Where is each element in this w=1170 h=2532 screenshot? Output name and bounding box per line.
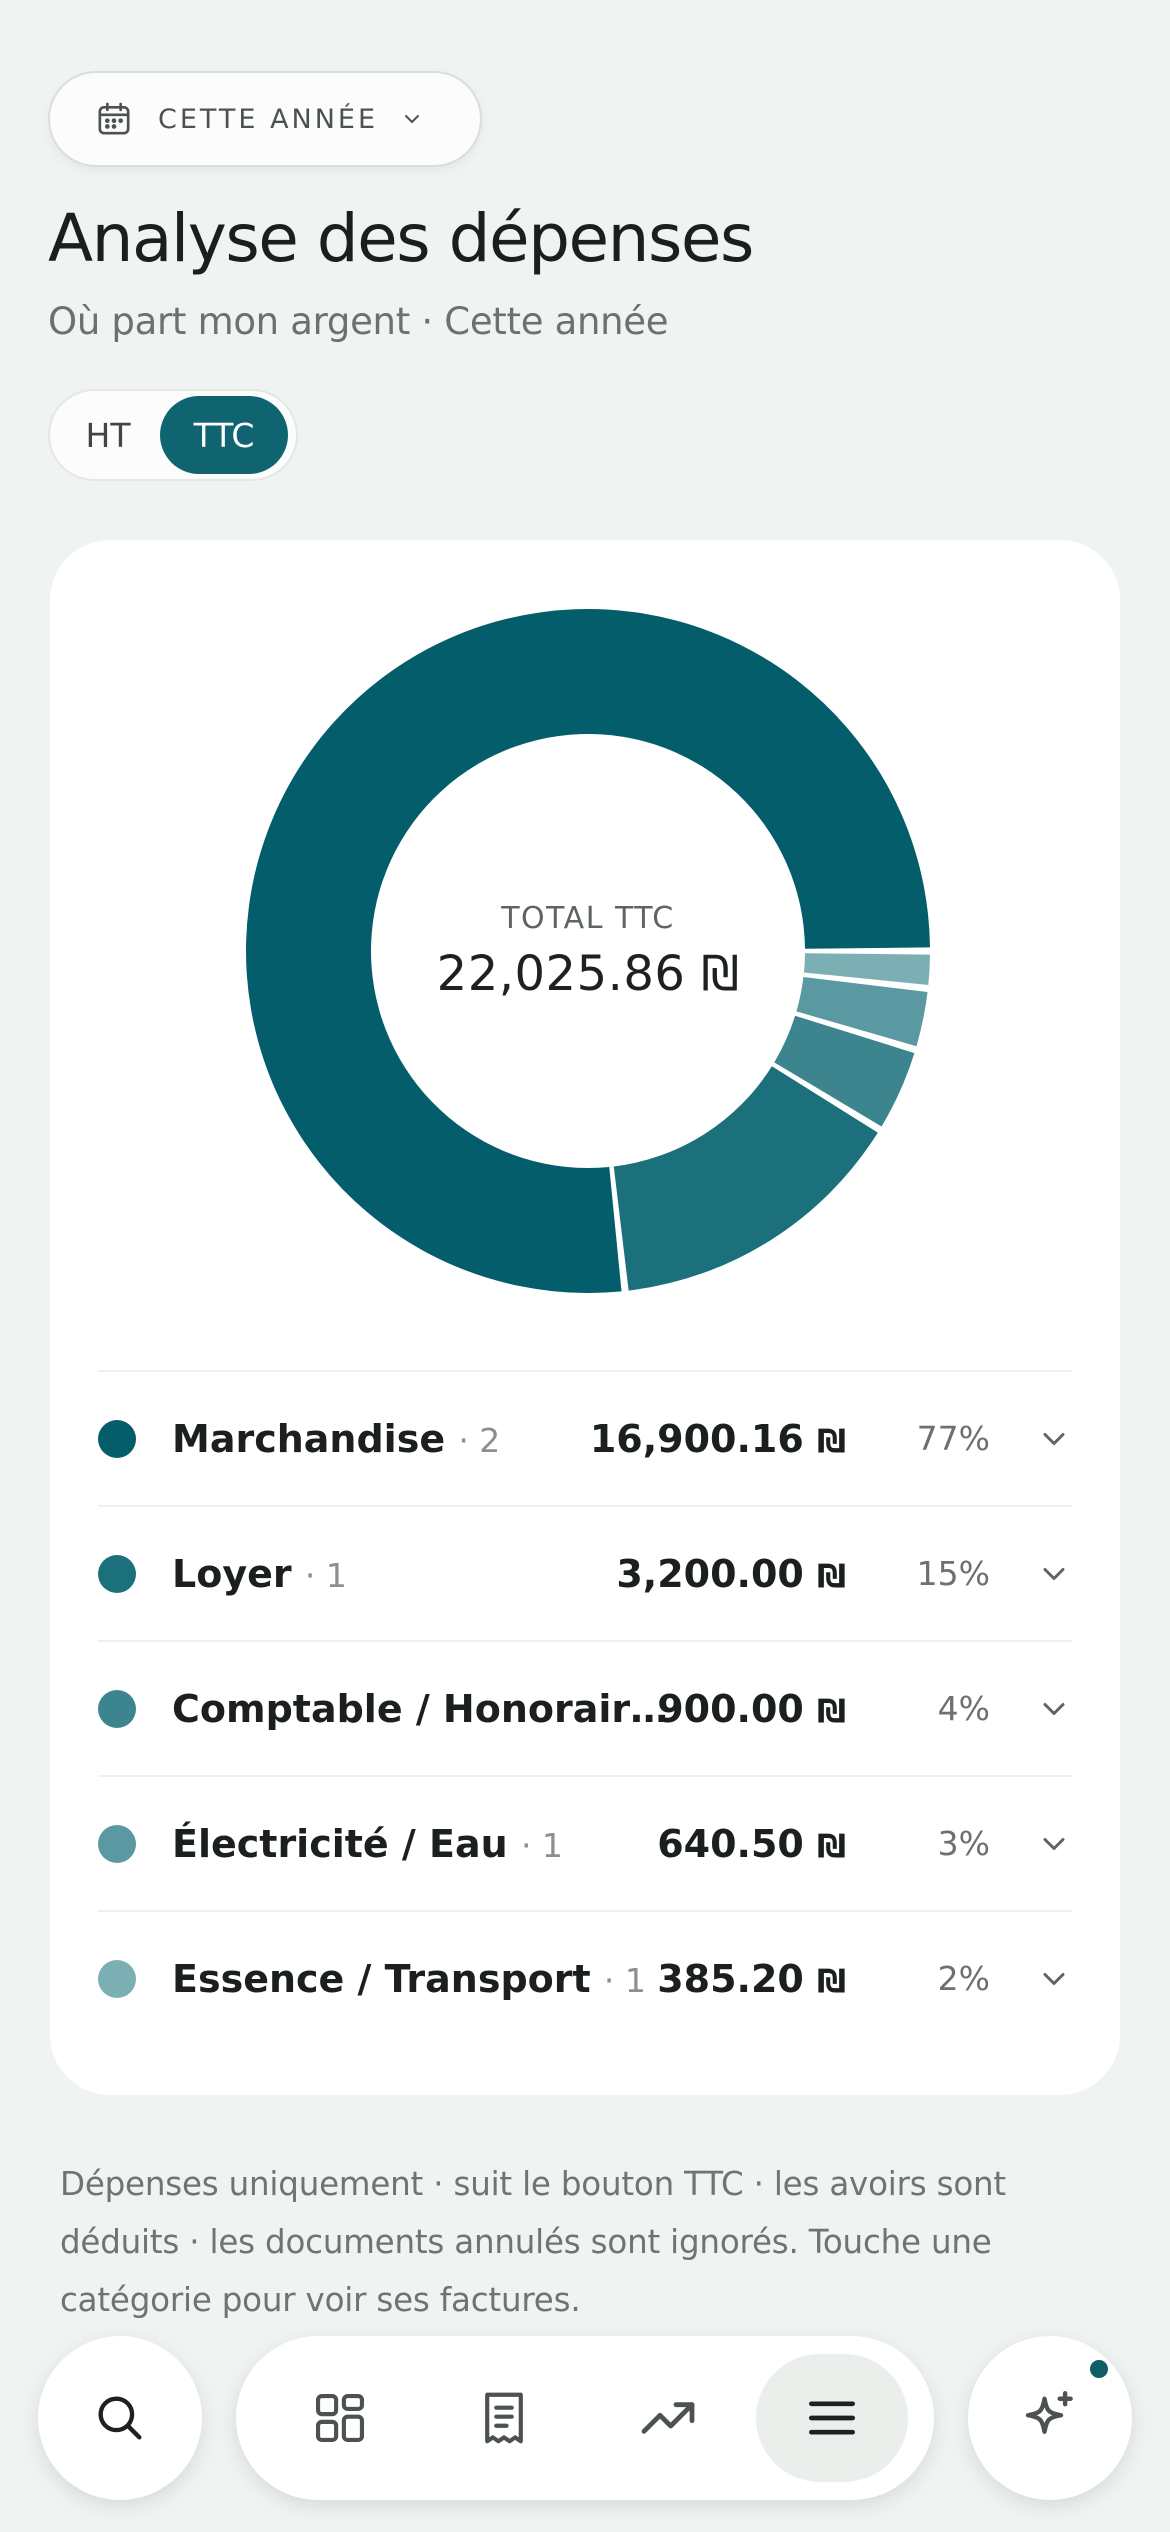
chevron-down-icon[interactable]: [1036, 1556, 1072, 1592]
donut-center: TOTAL TTC 22,025.86 ₪: [243, 606, 933, 1296]
donut-slice-1[interactable]: [245, 609, 930, 1293]
category-name: Loyer · 1: [172, 1551, 347, 1596]
category-color-dot: [98, 1419, 136, 1458]
ai-assistant-button[interactable]: [968, 2336, 1132, 2500]
category-name: Essence / Transport · 1: [172, 1956, 646, 2001]
chevron-down-icon[interactable]: [1036, 1826, 1072, 1862]
chevron-down-icon[interactable]: [1036, 1961, 1072, 1997]
total-amount: 22,025.86 ₪: [436, 945, 740, 1002]
category-name: Comptable / Honorair…: [172, 1686, 669, 1731]
category-percent: 4%: [937, 1689, 990, 1728]
category-row-essence[interactable]: Essence / Transport · 1 385.20 ₪ 2%: [98, 1910, 1072, 2045]
toggle-ttc[interactable]: TTC: [160, 396, 288, 474]
tax-mode-toggle: HT TTC: [48, 389, 298, 481]
donut-slice-3[interactable]: [774, 1015, 915, 1127]
footnote: Dépenses uniquement · suit le bouton TTC…: [60, 2165, 1006, 2319]
category-color-dot: [98, 1689, 136, 1728]
trending-up-icon: [641, 2402, 695, 2434]
category-color-dot: [98, 1824, 136, 1863]
category-percent: 3%: [937, 1824, 990, 1863]
total-caption: TOTAL TTC: [501, 900, 675, 936]
nav-dashboard[interactable]: [264, 2354, 416, 2482]
nav-analytics[interactable]: [592, 2354, 744, 2482]
category-amount: 16,900.16 ₪: [589, 1416, 846, 1461]
receipt-icon: [485, 2392, 523, 2444]
bottom-nav: [236, 2336, 934, 2500]
nav-receipts[interactable]: [428, 2354, 580, 2482]
category-row-electricite[interactable]: Électricité / Eau · 1 640.50 ₪ 3%: [98, 1775, 1072, 1910]
page-title: Analyse des dépenses: [48, 200, 754, 277]
donut-chart: TOTAL TTC 22,025.86 ₪: [243, 606, 933, 1296]
dashboard-grid-icon: [315, 2393, 365, 2443]
period-label: CETTE ANNÉE: [158, 103, 379, 135]
category-name: Électricité / Eau · 1: [172, 1821, 563, 1866]
category-name: Marchandise · 2: [172, 1416, 501, 1461]
category-percent: 77%: [916, 1419, 990, 1458]
donut-slice-4[interactable]: [796, 977, 928, 1047]
donut-slice-2[interactable]: [613, 1066, 878, 1291]
category-amount: 640.50 ₪: [657, 1821, 846, 1866]
category-percent: 15%: [916, 1554, 990, 1593]
category-amount: 900.00 ₪: [657, 1686, 846, 1731]
chevron-down-icon[interactable]: [1036, 1691, 1072, 1727]
search-icon: [98, 2396, 142, 2440]
period-selector[interactable]: CETTE ANNÉE: [48, 71, 482, 167]
page-subtitle: Où part mon argent · Cette année: [48, 300, 669, 343]
calendar-icon: [98, 102, 130, 135]
toggle-ht[interactable]: HT: [85, 415, 131, 455]
sparkle-ai-icon: [1025, 2391, 1073, 2434]
donut-svg: [245, 609, 930, 1293]
category-count: · 2: [458, 1420, 501, 1460]
chevron-down-icon[interactable]: [1036, 1421, 1072, 1457]
donut-slice-5[interactable]: [803, 953, 930, 985]
category-amount: 385.20 ₪: [657, 1956, 846, 2001]
menu-icon: [809, 2401, 855, 2435]
category-count: · 1: [304, 1555, 347, 1595]
category-row-marchandise[interactable]: Marchandise · 2 16,900.16 ₪ 77%: [98, 1370, 1072, 1505]
search-button[interactable]: [38, 2336, 202, 2500]
expense-breakdown-card: TOTAL TTC 22,025.86 ₪ Marchandise · 2 16…: [50, 540, 1120, 2095]
category-color-dot: [98, 1554, 136, 1593]
chevron-down-icon: [405, 115, 420, 123]
category-amount: 3,200.00 ₪: [616, 1551, 846, 1596]
category-color-dot: [98, 1959, 136, 1998]
category-count: · 1: [603, 1960, 646, 2000]
nav-menu[interactable]: [756, 2354, 908, 2482]
category-row-comptable[interactable]: Comptable / Honorair… 900.00 ₪ 4%: [98, 1640, 1072, 1775]
category-row-loyer[interactable]: Loyer · 1 3,200.00 ₪ 15%: [98, 1505, 1072, 1640]
category-count: · 1: [520, 1825, 563, 1865]
notification-dot: [1090, 2360, 1108, 2378]
category-percent: 2%: [937, 1959, 990, 1998]
category-list: Marchandise · 2 16,900.16 ₪ 77% Loyer · …: [98, 1370, 1072, 2045]
